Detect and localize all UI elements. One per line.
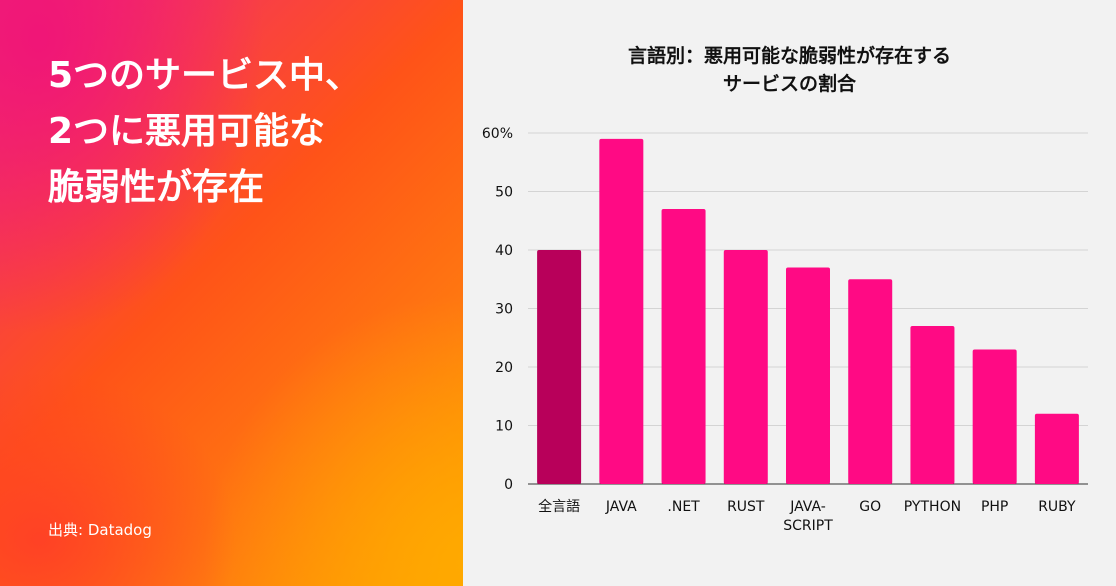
- y-tick-label: 50: [495, 185, 513, 201]
- bar: [786, 267, 830, 484]
- bar: [723, 250, 768, 484]
- y-tick-label: 20: [495, 360, 513, 376]
- bar: [848, 279, 893, 484]
- source-credit: 出典: Datadog: [48, 521, 152, 539]
- chart-title-line-2: サービスの割合: [722, 73, 856, 95]
- category-label: GO: [859, 499, 881, 515]
- headline-line-2: 2つに悪用可能な: [48, 111, 326, 152]
- bar: [661, 209, 706, 485]
- bar: [972, 349, 1017, 484]
- bar: [537, 250, 582, 484]
- category-label: 全言語: [538, 498, 580, 515]
- category-label: SCRIPT: [783, 518, 833, 534]
- category-label: JAVA-: [789, 499, 826, 515]
- category-label: .NET: [667, 499, 700, 515]
- left-panel: 5つのサービス中、 2つに悪用可能な 脆弱性が存在 出典: Datadog: [0, 0, 463, 586]
- headline-line-1: 5つのサービス中、: [48, 55, 362, 96]
- chart-title-line-1: 言語別：悪用可能な脆弱性が存在する: [627, 45, 951, 67]
- bar: [1034, 413, 1079, 484]
- category-label: PYTHON: [904, 499, 961, 515]
- bar: [599, 138, 644, 484]
- category-label: JAVA: [605, 499, 637, 515]
- y-tick-label: 30: [495, 302, 513, 318]
- headline-line-3: 脆弱性が存在: [48, 167, 265, 208]
- bar-chart: 0 10 20 30 40 50 60% 全言語 JAVA .NET RUST JAVA- SCRIPT…: [482, 126, 1088, 534]
- y-tick-label: 40: [495, 243, 513, 259]
- y-tick-label: 60%: [482, 126, 513, 142]
- category-label: RUBY: [1038, 499, 1076, 515]
- category-label: RUST: [727, 499, 765, 515]
- bar: [910, 326, 955, 484]
- y-tick-label: 10: [495, 419, 513, 435]
- headline: 5つのサービス中、 2つに悪用可能な 脆弱性が存在: [48, 48, 438, 216]
- y-tick-label: 0: [504, 477, 513, 493]
- category-label: PHP: [981, 499, 1008, 515]
- chart-title: 言語別：悪用可能な脆弱性が存在する サービスの割合: [463, 42, 1116, 98]
- chart-panel: 言語別：悪用可能な脆弱性が存在する サービスの割合 0 10 20 30 40 50 60%…: [463, 0, 1116, 586]
